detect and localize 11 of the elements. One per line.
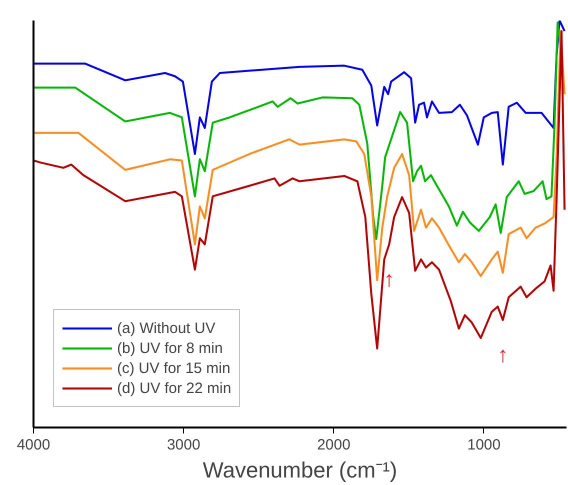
x-tick-label: 2000 [317,436,350,454]
x-tick-label: 4000 [16,436,50,454]
legend-label: (d) UV for 22 min [117,380,232,396]
annotation: ↑ [497,342,508,368]
legend-label: (a) Without UV [117,320,216,336]
x-tick-label: 3000 [166,436,200,454]
x-tick-label: 1000 [467,436,501,454]
legend-label: (b) UV for 8 min [117,340,223,356]
legend-label: (c) UV for 15 min [117,360,230,376]
x-axis-title: Wavenumber (cm⁻¹) [202,458,398,482]
annotation: ↑ [384,266,395,292]
